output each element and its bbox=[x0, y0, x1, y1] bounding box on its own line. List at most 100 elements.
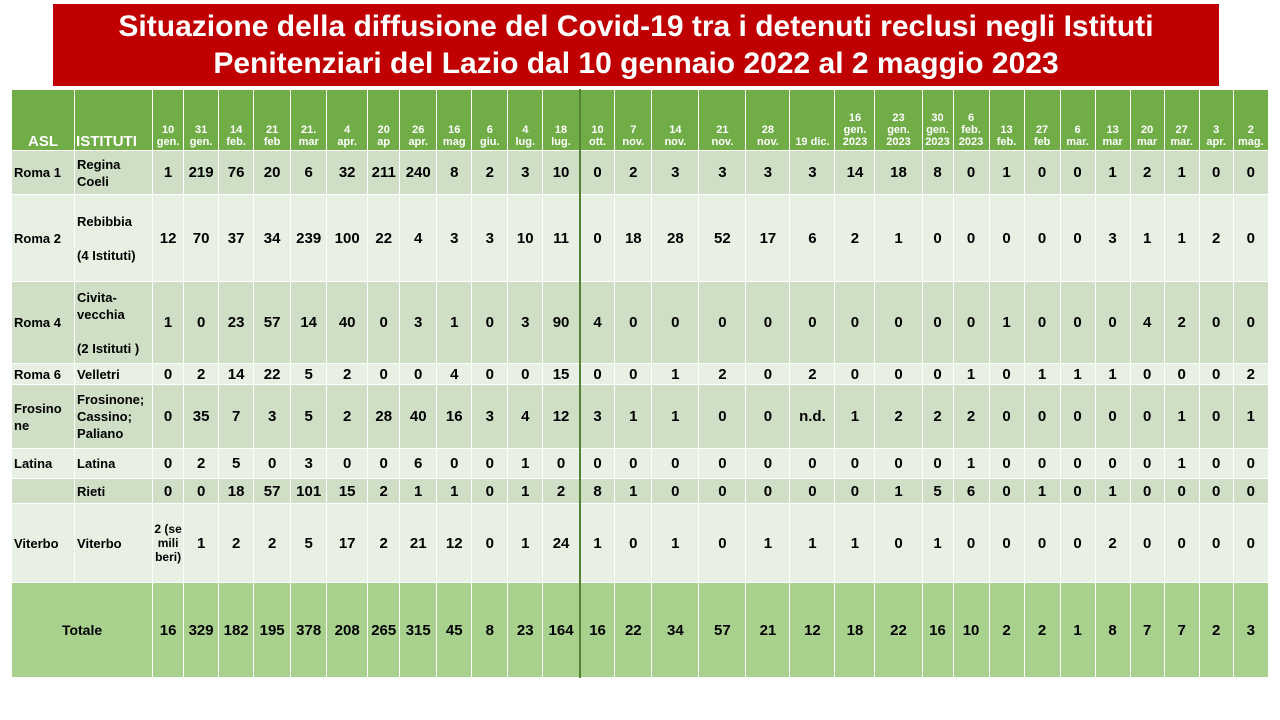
cell-value: 2 bbox=[542, 478, 581, 504]
cell-value: 6 bbox=[952, 478, 990, 504]
cell-value: 2 bbox=[614, 150, 653, 195]
cell-value: 100 bbox=[326, 194, 369, 282]
cell-value: 0 bbox=[399, 363, 438, 385]
cell-value: 1 bbox=[789, 503, 836, 583]
cell-value: 0 bbox=[471, 363, 509, 385]
date-part: 18 bbox=[554, 124, 568, 136]
total-value: 10 bbox=[952, 582, 990, 678]
cell-value: 18 bbox=[614, 194, 653, 282]
date-part: 20 bbox=[1140, 124, 1154, 136]
cell-value: 0 bbox=[1129, 503, 1165, 583]
cell-value: 0 bbox=[1198, 363, 1234, 385]
date-part: lug. bbox=[515, 136, 536, 148]
cell-value: 0 bbox=[471, 478, 509, 504]
cell-istituti: Civita-vecchia (2 Istituti ) bbox=[74, 281, 154, 364]
cell-value: 0 bbox=[614, 503, 653, 583]
cell-value: 0 bbox=[614, 281, 653, 364]
cell-value: 0 bbox=[183, 478, 220, 504]
cell-value: 3 bbox=[651, 150, 700, 195]
cell-value: 0 bbox=[1059, 194, 1096, 282]
cell-value: 35 bbox=[183, 384, 220, 449]
date-part: feb. bbox=[961, 124, 981, 136]
cell-value: 11 bbox=[542, 194, 581, 282]
date-part: 6 bbox=[486, 124, 493, 136]
cell-value: 0 bbox=[789, 281, 836, 364]
cell-value: 14 bbox=[290, 281, 328, 364]
cell-value: 0 bbox=[988, 384, 1025, 449]
istituti-line: Latina bbox=[77, 456, 116, 471]
cell-value: 28 bbox=[651, 194, 700, 282]
cell-value: 211 bbox=[367, 150, 401, 195]
cell-value: 8 bbox=[921, 150, 954, 195]
total-value: 21 bbox=[745, 582, 791, 678]
date-part: lug. bbox=[551, 136, 571, 148]
column-header-date: 10 ott. bbox=[579, 89, 616, 151]
cell-value: 0 bbox=[874, 503, 923, 583]
cell-value: 1 bbox=[988, 150, 1025, 195]
cell-value: 0 bbox=[745, 281, 791, 364]
cell-value: 0 bbox=[1198, 384, 1234, 449]
table-header-row: ASL ISTITUTI 10 gen. 31 gen. 14 feb. 21 feb 21. m… bbox=[10, 89, 1270, 151]
date-part: 31 bbox=[194, 124, 208, 136]
total-value: 164 bbox=[542, 582, 581, 678]
column-header-asl: ASL bbox=[10, 89, 76, 151]
cell-value: 0 bbox=[745, 363, 791, 385]
cell-value: 0 bbox=[1232, 448, 1270, 479]
cell-value: 0 bbox=[789, 448, 836, 479]
cell-value: 0 bbox=[367, 448, 401, 479]
cell-value: 0 bbox=[874, 363, 923, 385]
cell-value: 0 bbox=[745, 384, 791, 449]
cell-value: 0 bbox=[1059, 384, 1096, 449]
total-value: 18 bbox=[834, 582, 876, 678]
cell-value: 15 bbox=[326, 478, 369, 504]
cell-value: 6 bbox=[399, 448, 438, 479]
column-header-date: 23 gen. 2023 bbox=[874, 89, 923, 151]
cell-value: 0 bbox=[253, 448, 292, 479]
cell-istituti: Rieti bbox=[74, 478, 154, 504]
cell-value: 0 bbox=[952, 150, 990, 195]
date-part: 21 bbox=[716, 124, 729, 136]
total-value: 8 bbox=[471, 582, 509, 678]
total-value: 2 bbox=[988, 582, 1025, 678]
slide-title-line-2: Penitenziari del Lazio dal 10 gennaio 20… bbox=[213, 47, 1059, 80]
cell-value: 2 bbox=[326, 384, 369, 449]
istituti-line: Rebibbia bbox=[77, 213, 132, 229]
cell-value: 0 bbox=[745, 448, 791, 479]
cell-value: n.d. bbox=[789, 384, 836, 449]
total-value: 265 bbox=[367, 582, 401, 678]
column-header-date: 30 gen. 2023 bbox=[921, 89, 954, 151]
cell-value: 1 bbox=[399, 478, 438, 504]
cell-value: 3 bbox=[507, 150, 544, 195]
cell-value: 0 bbox=[1059, 448, 1096, 479]
cell-value: 1 bbox=[834, 384, 876, 449]
cell-value: 0 bbox=[952, 503, 990, 583]
total-value: 22 bbox=[874, 582, 923, 678]
cell-value: 0 bbox=[651, 448, 700, 479]
cell-value: 0 bbox=[1163, 363, 1200, 385]
date-part: feb. bbox=[996, 136, 1017, 148]
cell-value: 0 bbox=[579, 448, 616, 479]
cell-value: 3 bbox=[290, 448, 328, 479]
column-header-date: 28 nov. bbox=[745, 89, 791, 151]
cell-value: 2 bbox=[367, 478, 401, 504]
cell-value: 0 bbox=[1198, 478, 1234, 504]
cell-value: 40 bbox=[399, 384, 438, 449]
date-part: apr. bbox=[337, 136, 357, 148]
cell-value: 1 bbox=[1023, 478, 1061, 504]
cell-value: 1 bbox=[921, 503, 954, 583]
cell-value: 0 bbox=[1232, 478, 1270, 504]
cell-value: 3 bbox=[745, 150, 791, 195]
cell-value: 0 bbox=[1163, 478, 1200, 504]
cell-value: 1 bbox=[436, 281, 473, 364]
cell-value: 0 bbox=[1129, 448, 1165, 479]
cell-value: 0 bbox=[1198, 503, 1234, 583]
cell-value: 14 bbox=[834, 150, 876, 195]
column-header-date: 13 mar bbox=[1094, 89, 1131, 151]
cell-value: 1 bbox=[1129, 194, 1165, 282]
cell-value: 34 bbox=[253, 194, 292, 282]
total-value: 2 bbox=[1198, 582, 1234, 678]
cell-value: 1 bbox=[1094, 363, 1131, 385]
column-header-date: 2 mag. bbox=[1232, 89, 1270, 151]
cell-value: 0 bbox=[367, 281, 401, 364]
cell-value: 2 bbox=[1232, 363, 1270, 385]
